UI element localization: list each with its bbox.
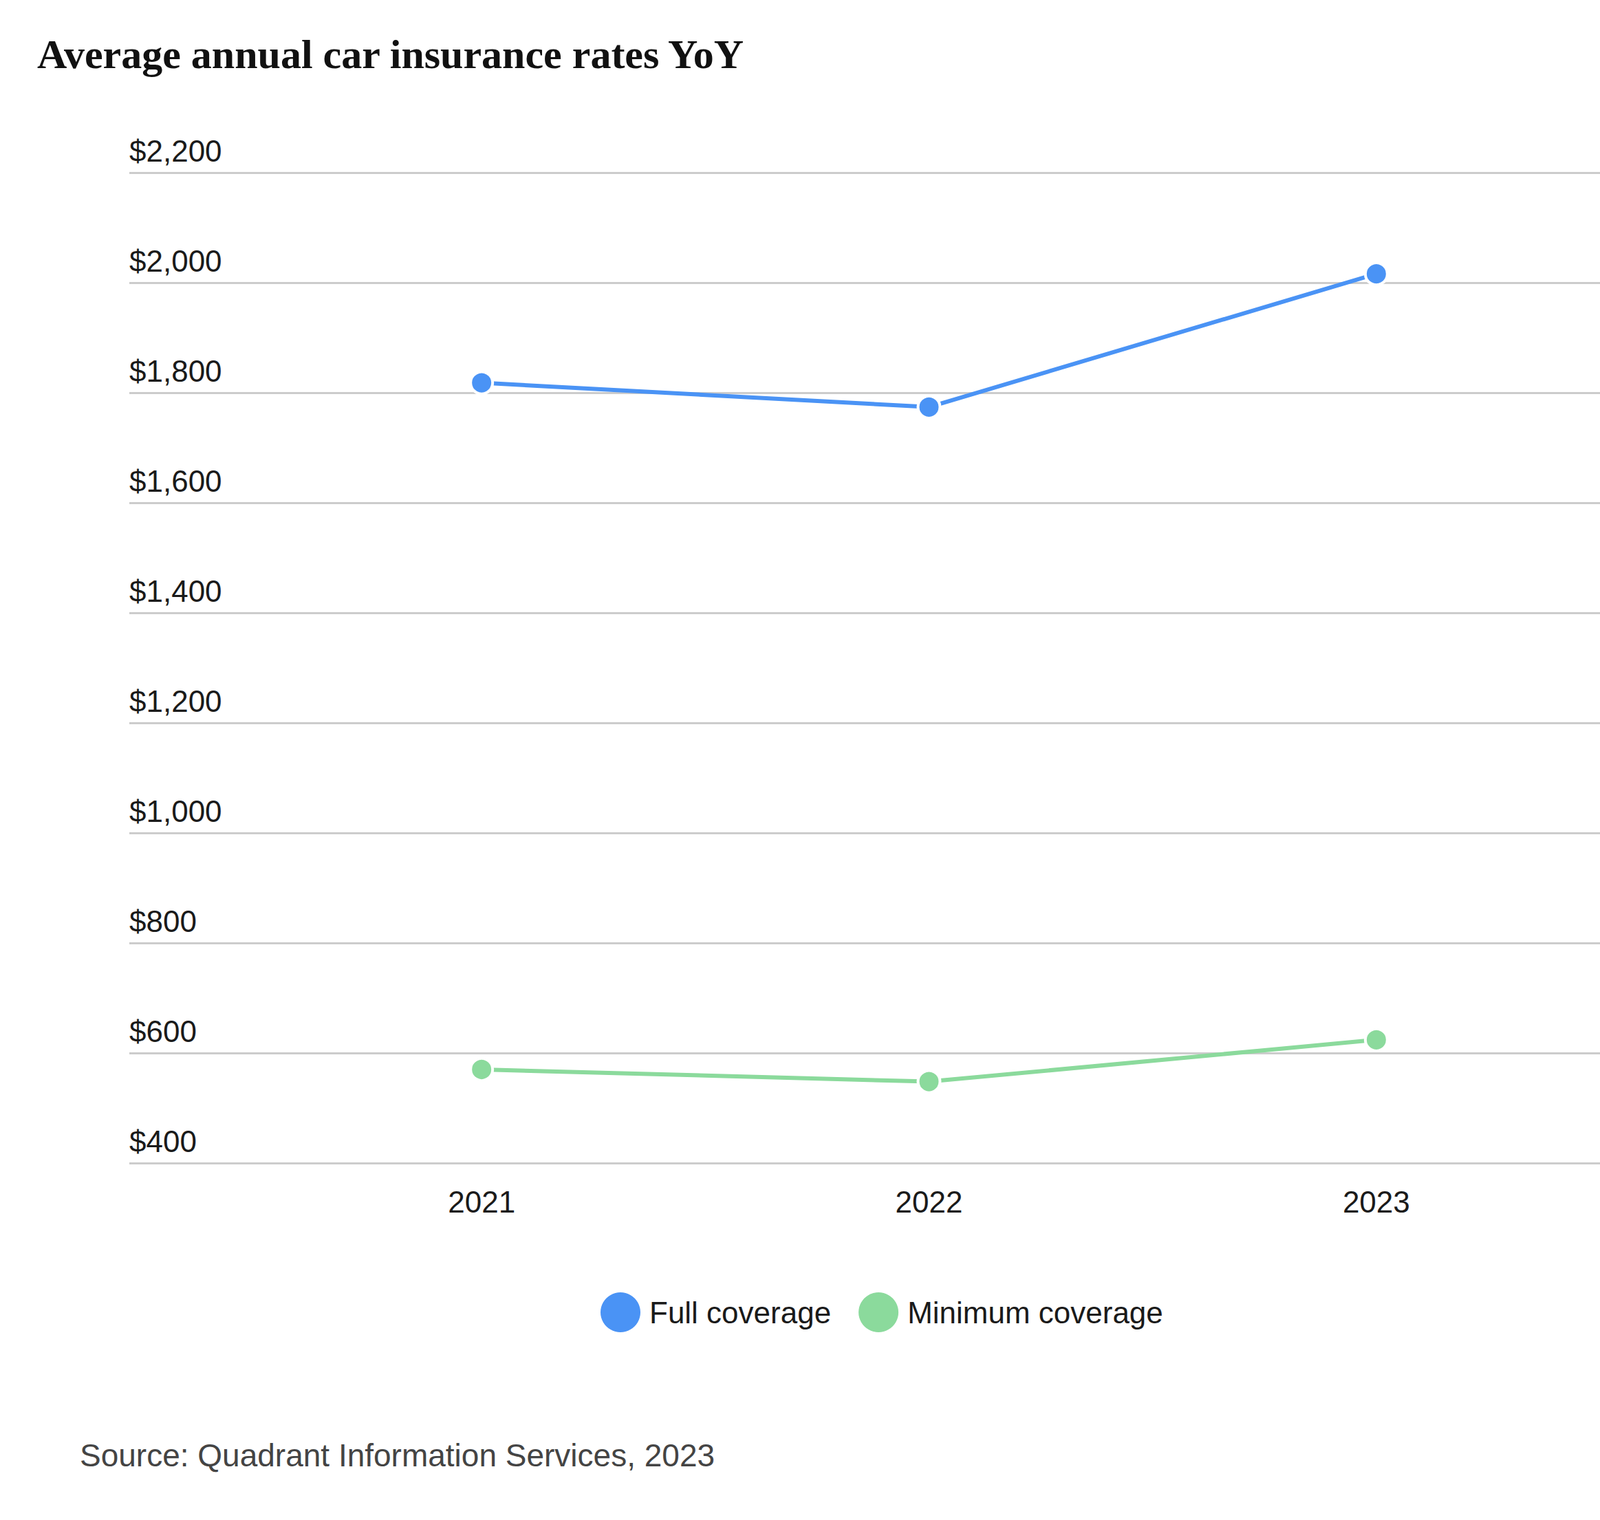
svg-text:$1,400: $1,400 xyxy=(129,574,223,609)
svg-text:$1,000: $1,000 xyxy=(129,794,223,829)
svg-text:2021: 2021 xyxy=(447,1185,516,1219)
svg-text:Full coverage: Full coverage xyxy=(649,1295,831,1330)
svg-text:Minimum coverage: Minimum coverage xyxy=(907,1295,1164,1330)
svg-text:$1,800: $1,800 xyxy=(129,354,223,388)
svg-text:$800: $800 xyxy=(129,904,197,939)
svg-text:$1,200: $1,200 xyxy=(129,684,223,719)
svg-text:2023: 2023 xyxy=(1342,1185,1411,1219)
svg-text:Source: Quadrant Information S: Source: Quadrant Information Services, 2… xyxy=(79,1437,715,1474)
svg-text:$600: $600 xyxy=(129,1014,197,1049)
svg-text:$2,200: $2,200 xyxy=(129,134,223,168)
svg-text:2022: 2022 xyxy=(895,1185,964,1219)
svg-text:$400: $400 xyxy=(129,1124,197,1159)
svg-text:$2,000: $2,000 xyxy=(129,244,223,278)
svg-text:$1,600: $1,600 xyxy=(129,464,223,499)
svg-text:Average annual car insurance r: Average annual car insurance rates YoY xyxy=(37,31,744,78)
